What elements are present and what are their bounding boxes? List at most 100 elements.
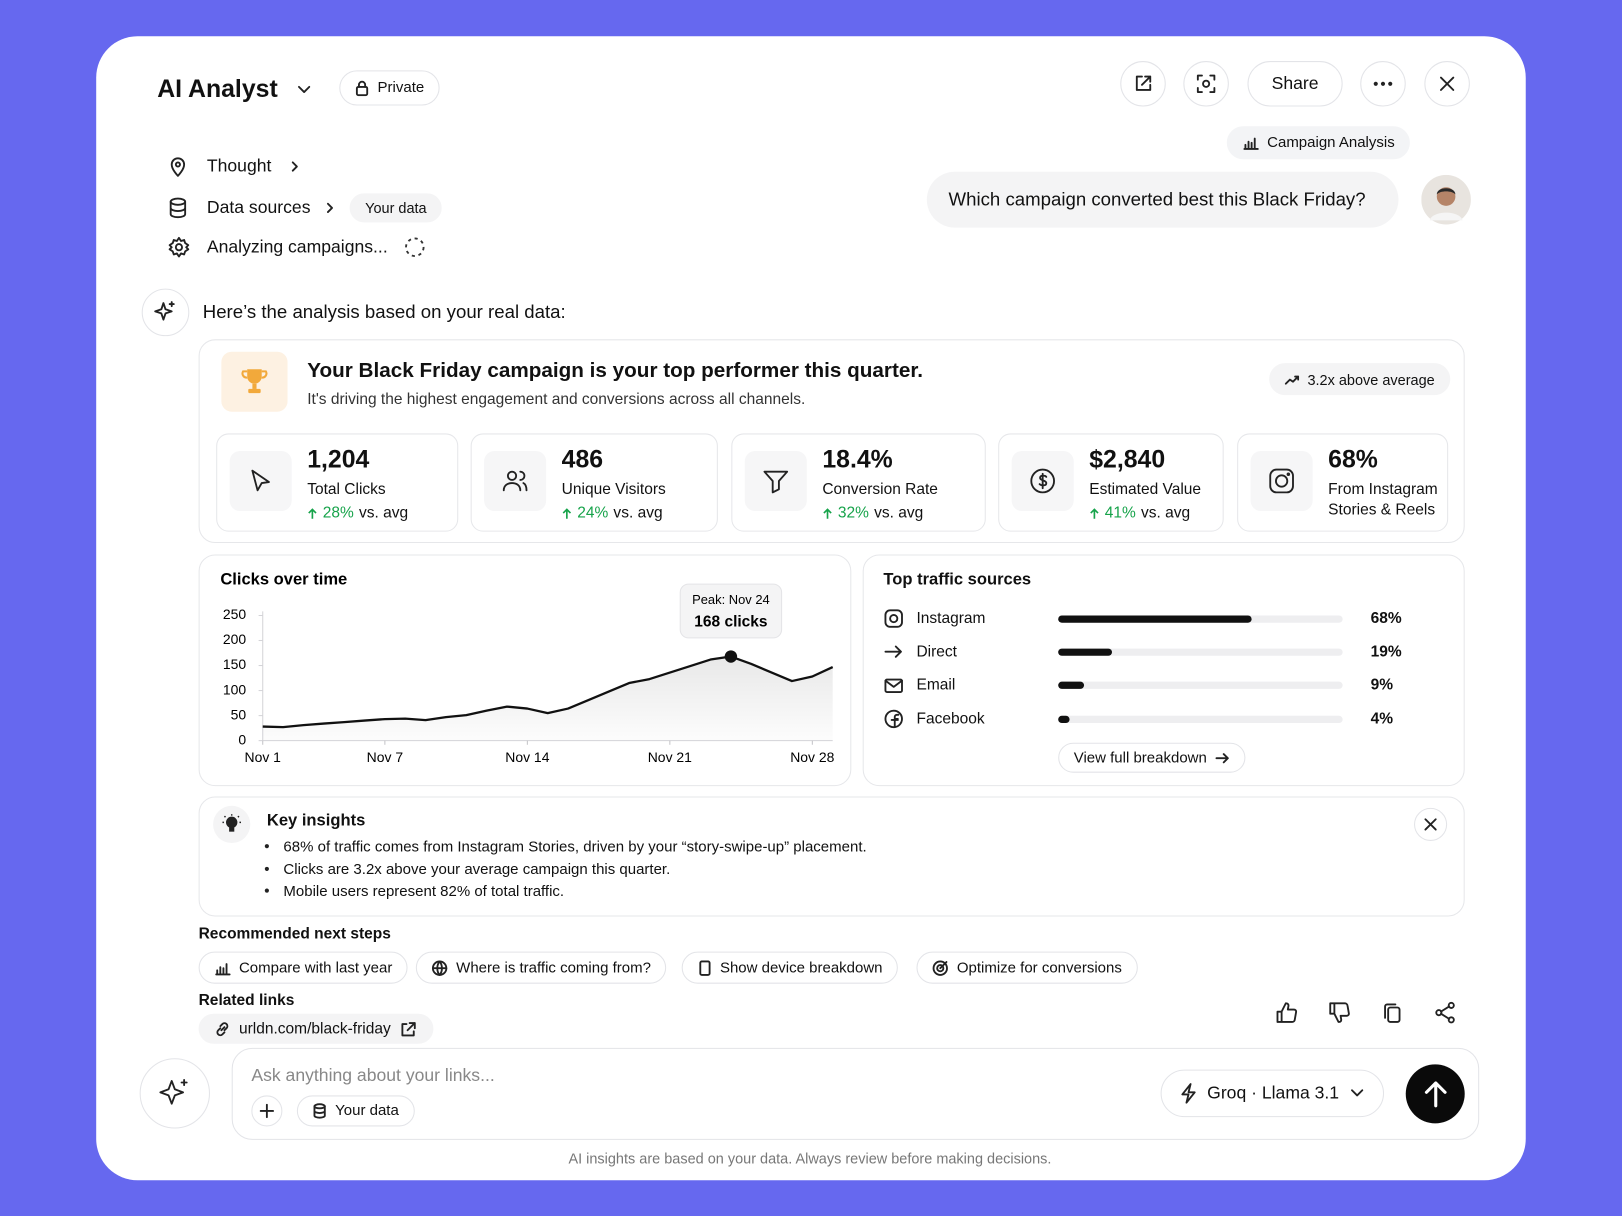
x-tick-label: Nov 7 [367,749,404,765]
target-icon [932,960,948,976]
y-tick-label: 0 [238,731,246,747]
change-value: 41% [1104,504,1136,522]
y-tick-label: 50 [231,706,247,722]
open-icon [1135,75,1152,91]
next-steps-title: Recommended next steps [198,925,391,943]
stat-icon [1269,468,1294,494]
stat-label: Stories & Reels [1328,501,1436,519]
open-button[interactable] [1120,61,1166,107]
bar-track [1058,715,1343,723]
close-icon [1439,76,1455,91]
bolt-icon [1181,1083,1196,1104]
bar-icon [1243,137,1259,150]
bar-label: 19% [1370,642,1402,661]
step-label[interactable]: Thought [206,156,272,176]
chevron [291,161,298,172]
chevron [1350,1089,1363,1097]
model-label: Groq · Llama 3.1 [1207,1083,1340,1103]
pin-icon [170,157,186,177]
sparkle-icon [159,1078,188,1105]
badge-label: 3.2x above average [1307,370,1435,388]
x-tick-label: Nov 1 [245,749,282,765]
like-button[interactable] [1275,1001,1298,1024]
change-value: 24% [577,504,609,522]
suggestion-chip[interactable]: Show device breakdown [681,951,899,984]
source-name: Direct [916,642,957,661]
context-label: Campaign Analysis [1267,134,1395,152]
share-icon-button[interactable] [1434,1001,1457,1024]
related-link[interactable]: urldn.com/black-friday [198,1013,434,1044]
instagram-icon [884,609,903,628]
chevron[interactable] [296,83,313,97]
plus-icon [259,1103,275,1119]
change-suffix: vs. avg [874,504,924,522]
bar [1058,715,1070,723]
breakdown-button[interactable]: View full breakdown [1058,742,1246,773]
tooltip-value: 168 clicks [694,613,767,630]
suggestion-chip[interactable]: Optimize for conversions [916,951,1138,984]
stat-icon [251,469,270,492]
lock-icon [355,80,369,97]
stat-change: 28% vs. avg [307,504,408,522]
disclaimer: AI insights are based on your data. Alwa… [568,1150,1052,1167]
step-label: Analyzing campaigns... [206,236,388,257]
avatar[interactable] [1421,174,1471,225]
capture-button[interactable] [1183,61,1229,107]
dislike-button[interactable] [1328,1001,1351,1024]
stat-change: 24% vs. avg [562,504,663,522]
data-tag-label: Your data [365,199,427,217]
app-title[interactable]: AI Analyst [157,75,278,104]
change-suffix: vs. avg [613,504,663,522]
gear-icon [168,236,190,258]
bullet [264,888,269,893]
model-picker[interactable]: Groq · Llama 3.1 [1160,1069,1384,1118]
change-value: 28% [322,504,354,522]
insights-card [198,796,1465,917]
bar-label: 4% [1370,710,1394,728]
capture-icon [1196,74,1216,93]
step-label[interactable]: Data sources [206,197,311,218]
spinner [405,237,425,257]
y-tick-label: 250 [223,606,247,622]
bar [1058,614,1252,623]
data-tag[interactable]: Your data [349,193,443,223]
insight: Mobile users represent 82% of total traf… [283,883,565,900]
stat-value: 18.4% [822,445,893,474]
copy-button[interactable] [1381,1001,1404,1024]
stat-icon-box [744,450,807,511]
link-icon [216,1021,229,1036]
assistant-button[interactable] [139,1058,210,1129]
change-suffix: vs. avg [358,504,409,522]
bar-label: 9% [1370,675,1394,694]
more-button[interactable] [1360,61,1406,107]
privacy-pill[interactable]: Private [339,70,440,106]
email-icon [884,678,903,693]
insight: Clicks are 3.2x above your average campa… [283,861,671,879]
up-arrow [823,507,832,519]
ai-icon [141,288,190,337]
trend-icon [1284,375,1300,385]
bulb-icon [222,814,242,832]
up-arrow [562,507,572,519]
user-bubble [926,171,1399,228]
x-tick-label: Nov 28 [790,749,834,765]
source-name: Email [916,675,956,694]
input-placeholder[interactable]: Ask anything about your links... [251,1065,495,1086]
peak-point [724,650,738,663]
breakdown-label: View full breakdown [1073,749,1207,766]
insights-title: Key insights [266,812,366,830]
share-button[interactable]: Share [1247,61,1343,107]
dismiss-button[interactable] [1414,807,1448,841]
send-icon [1424,1080,1447,1107]
context-chip[interactable]: Campaign Analysis [1226,126,1411,160]
send-button[interactable] [1405,1064,1465,1124]
stat-label: Unique Visitors [561,480,666,499]
suggestion-chip[interactable]: Compare with last year [198,951,408,984]
stat-label: From Instagram [1328,480,1438,499]
close-button[interactable] [1424,61,1470,107]
input-chip[interactable]: Your data [296,1095,415,1127]
suggestion-chip[interactable]: Where is traffic coming from? [415,951,667,984]
add-button[interactable] [251,1095,283,1127]
source-name: Facebook [916,710,985,728]
